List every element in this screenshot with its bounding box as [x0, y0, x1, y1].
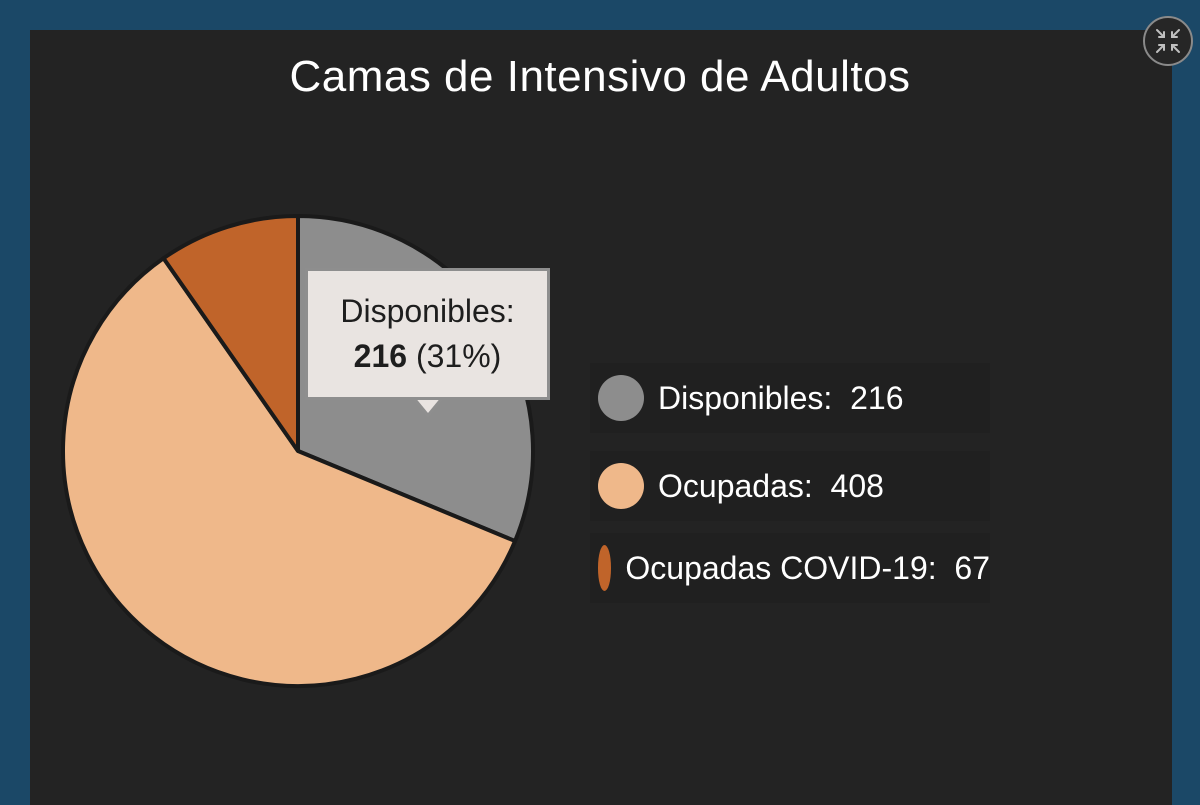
legend-label-disponibles: Disponibles: 216	[658, 379, 904, 416]
legend-swatch-disponibles	[598, 375, 644, 421]
pie-slice-ocupadas[interactable]	[61, 256, 518, 688]
collapse-arrows-icon	[1156, 29, 1180, 53]
legend-swatch-ocupadas	[598, 463, 644, 509]
pie-slice-ocupadas-covid[interactable]	[161, 214, 300, 453]
tooltip-pointer-fill	[414, 396, 442, 413]
tooltip: Disponibles: 216 (31%)	[305, 268, 550, 400]
legend-item-ocupadas-covid[interactable]: Ocupadas COVID-19: 67	[590, 533, 990, 603]
tooltip-percent: (31%)	[415, 338, 502, 374]
legend-swatch-ocupadas-covid	[598, 545, 612, 591]
tooltip-label: Disponibles:	[340, 293, 515, 329]
tooltip-value-line: 216 (31%)	[308, 338, 547, 375]
legend-item-disponibles[interactable]: Disponibles: 216	[590, 363, 990, 433]
legend-item-ocupadas[interactable]: Ocupadas: 408	[590, 451, 990, 521]
chart-title: Camas de Intensivo de Adultos	[289, 52, 911, 101]
tooltip-value: 216	[353, 338, 408, 374]
legend-label-ocupadas: Ocupadas: 408	[658, 467, 884, 504]
shrink-button[interactable]	[1143, 16, 1193, 66]
chart-panel: Camas de Intensivo de Adultos Disponible…	[30, 30, 1172, 805]
legend-label-ocupadas-covid: Ocupadas COVID-19: 67	[625, 549, 990, 586]
